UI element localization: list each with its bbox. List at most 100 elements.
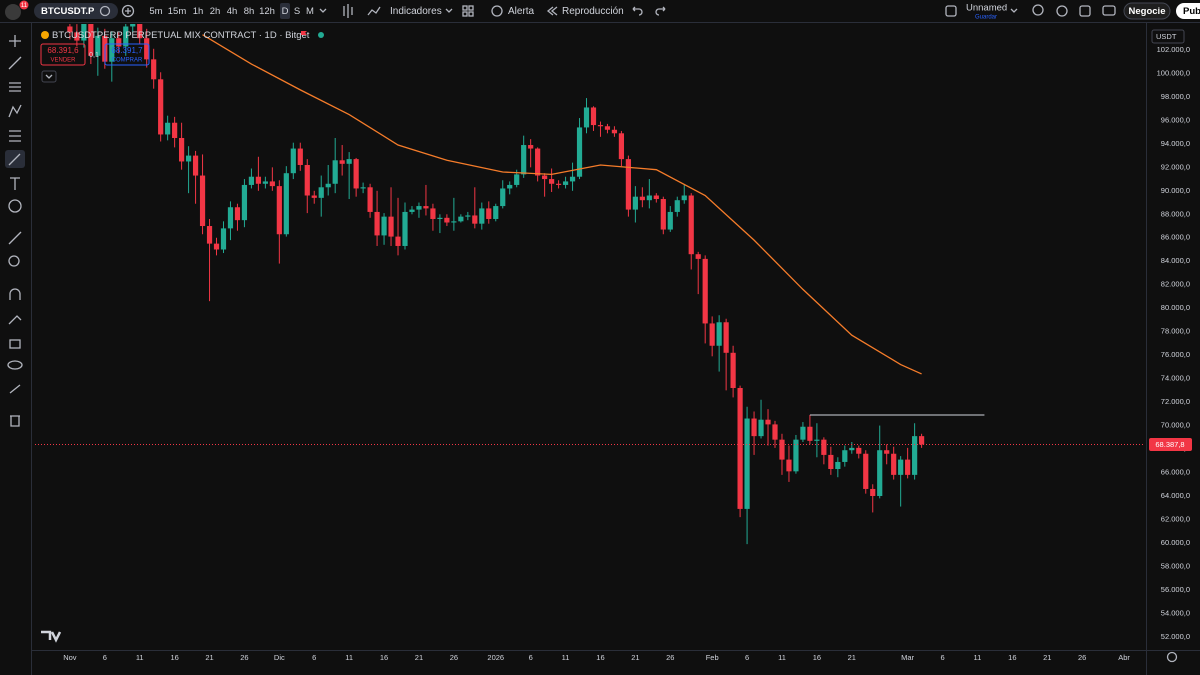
delete-tool[interactable] [10, 415, 20, 427]
x-tick-label: 21 [848, 653, 856, 662]
x-tick-label: 16 [596, 653, 604, 662]
pattern-tool[interactable] [8, 104, 22, 118]
trade-label[interactable]: Negocie [1129, 6, 1166, 17]
x-tick-label: Dic [274, 653, 285, 662]
symbol-pill[interactable] [34, 3, 118, 19]
interval[interactable]: 15m [168, 6, 187, 17]
candle-body [723, 322, 729, 353]
symbol[interactable]: BTCUSDT.P [41, 6, 95, 17]
chevron[interactable] [1010, 8, 1018, 13]
trendline-tool[interactable] [8, 56, 22, 70]
axis-settings[interactable] [1166, 651, 1178, 663]
interval[interactable]: M [306, 6, 314, 17]
text-tool[interactable] [10, 177, 20, 190]
y-tick-label: 54.000,0 [1161, 608, 1190, 617]
trade-button[interactable] [1123, 2, 1171, 20]
candle-body [88, 24, 94, 56]
symbol-icon [99, 5, 111, 17]
candle-body [67, 26, 73, 33]
interval[interactable]: 12h [259, 6, 275, 17]
link-tool[interactable] [9, 384, 21, 394]
interval[interactable]: 8h [244, 6, 255, 17]
candle-body [123, 26, 129, 47]
add-symbol[interactable] [121, 4, 135, 18]
candle-body [409, 209, 415, 212]
alert[interactable]: Alerta [508, 6, 535, 17]
buy-box[interactable] [104, 43, 150, 66]
currency-box[interactable] [1151, 29, 1185, 44]
candle-body [514, 174, 520, 185]
replay[interactable]: Reproducción [562, 6, 624, 17]
fib-tool[interactable] [9, 82, 21, 92]
y-tick-label: 90.000,0 [1161, 186, 1190, 195]
candle-body [786, 459, 792, 472]
sell-label[interactable]: VENDER [50, 58, 76, 64]
crosshair-tool[interactable] [9, 35, 21, 47]
collapse-legend[interactable] [41, 70, 57, 83]
candle-body [800, 426, 806, 440]
lock-tool[interactable] [9, 339, 21, 349]
forecast-tool[interactable] [9, 130, 21, 142]
last-price-tag [1149, 437, 1192, 451]
x-tick-label: 6 [745, 653, 749, 662]
undo[interactable] [632, 6, 643, 16]
candle-body [213, 243, 220, 250]
tv-logo[interactable] [41, 630, 62, 643]
currency[interactable]: USDT [1156, 32, 1177, 41]
snapshot[interactable] [1102, 5, 1116, 16]
candle-body [905, 459, 911, 475]
interval[interactable]: D [282, 6, 289, 17]
buy-label[interactable]: COMPRAR [112, 58, 143, 64]
candle-body [542, 175, 548, 180]
sell-box[interactable] [40, 43, 86, 66]
interval[interactable]: 1h [193, 6, 204, 17]
left-toolbar [0, 23, 31, 675]
x-tick-label: 11 [974, 653, 982, 662]
stay-drawing[interactable] [8, 315, 22, 325]
x-tick-label: 16 [170, 653, 178, 662]
candle-body [737, 388, 743, 509]
layout-checkbox[interactable] [945, 5, 957, 17]
fullscreen[interactable] [1079, 5, 1091, 17]
interval[interactable]: 5m [149, 6, 162, 17]
indicators[interactable]: Indicadores [390, 6, 442, 17]
settings[interactable] [1056, 5, 1068, 17]
candle-body [493, 206, 499, 219]
interval[interactable]: 2h [210, 6, 221, 17]
avatar[interactable] [5, 4, 21, 20]
hide-tool[interactable] [7, 360, 23, 370]
layouts[interactable] [462, 5, 468, 11]
top-bar [0, 0, 1200, 22]
chevron[interactable] [445, 8, 453, 13]
save[interactable]: Guardar [975, 15, 997, 21]
candle-body [528, 145, 534, 149]
search[interactable] [1032, 4, 1044, 16]
layout-name[interactable]: Unnamed [966, 3, 1007, 14]
interval-active[interactable] [280, 3, 290, 19]
x-tick-label: 11 [136, 653, 144, 662]
candle-body [507, 184, 513, 189]
candle-body [402, 211, 408, 246]
zoom-tool[interactable] [8, 255, 20, 267]
candle-body [702, 258, 708, 324]
publish-label[interactable]: Publ [1183, 6, 1200, 17]
measure-tool[interactable] [8, 231, 22, 245]
candle-body [730, 352, 736, 389]
chart-title: BTCUSDTPERP PERPETUAL MIX CONTRACT · 1D … [52, 30, 310, 41]
icon-tool[interactable] [8, 199, 22, 213]
candle-type[interactable] [343, 4, 353, 18]
magnet-tool[interactable] [9, 288, 21, 300]
chevron[interactable] [319, 8, 327, 13]
x-tick-label: 21 [631, 653, 639, 662]
y-tick-label: 100.000,0 [1157, 68, 1190, 77]
y-tick-label: 60.000,0 [1161, 538, 1190, 547]
publish-button[interactable] [1176, 3, 1200, 19]
x-tick-label: 6 [312, 653, 316, 662]
buy-price[interactable]: 68.391,7 [111, 46, 143, 55]
redo[interactable] [655, 6, 666, 16]
interval[interactable]: S [294, 6, 300, 17]
x-tick-label: Abr [1118, 653, 1130, 662]
interval[interactable]: 4h [227, 6, 238, 17]
sell-price[interactable]: 68.391,6 [47, 46, 79, 55]
x-tick-label: 11 [778, 653, 786, 662]
